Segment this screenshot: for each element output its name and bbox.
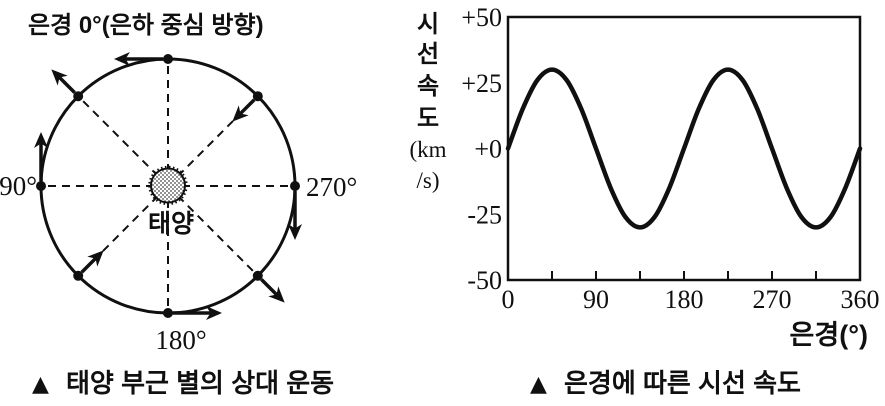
x-axis-title: 은경(°): [790, 320, 868, 350]
star-dot: [73, 270, 84, 281]
star-dot: [163, 308, 173, 318]
y-axis-title-line: 선: [417, 41, 439, 68]
x-tick-label: 270: [753, 285, 792, 314]
y-tick-label: +50: [461, 3, 502, 32]
y-axis-title-line: 속: [417, 73, 439, 100]
velocity-arrow: [80, 250, 104, 274]
velocity-arrow: [232, 98, 256, 122]
velocity-arrow: [260, 278, 285, 303]
longitude-180-label: 180°: [155, 325, 206, 355]
galactic-longitude-0-label: 은경 0°(은하 중심 방향): [28, 12, 264, 39]
y-axis-title-line: /s): [417, 168, 440, 193]
sun-ray-fringe: [148, 165, 188, 206]
y-axis-title-line: (km: [409, 137, 446, 162]
left-caption-triangle-icon: ▲: [32, 372, 49, 397]
star-dot: [73, 91, 84, 102]
x-tick-label: 180: [665, 285, 704, 314]
star-dot: [290, 181, 300, 191]
x-tick-label: 0: [502, 285, 515, 314]
sight-line: [167, 185, 259, 277]
star-dot: [252, 91, 263, 102]
radial-velocity-curve: [505, 67, 863, 230]
x-axis-tick-labels: 0 90 180 270 360: [502, 285, 880, 314]
right-caption: 은경에 따른 시선 속도: [564, 368, 801, 398]
left-caption: 태양 부근 별의 상대 운동: [66, 368, 334, 398]
y-tick-label: +25: [461, 69, 502, 98]
longitude-270-label: 270°: [306, 172, 357, 202]
longitude-90-label: 90°: [0, 171, 37, 201]
x-axis-ticks: [551, 271, 817, 280]
star-dot: [36, 181, 46, 191]
star-velocity-vectors: [34, 52, 302, 320]
sun-icon: [150, 167, 186, 204]
y-tick-label: -50: [467, 266, 502, 295]
line-of-sight-dashed-rays: [41, 59, 295, 313]
x-tick-label: 90: [583, 285, 609, 314]
sun-label: 태양: [148, 210, 194, 238]
right-caption-triangle-icon: ▲: [530, 372, 547, 397]
sun-relative-motion-diagram: 은경 0°(은하 중심 방향) 태양 90° 270° 180° ▲ 태양 부근…: [0, 12, 357, 398]
star-dot: [252, 270, 263, 281]
y-tick-label: +0: [474, 135, 502, 164]
sight-line: [77, 95, 169, 187]
y-tick-label: -25: [467, 200, 502, 229]
y-axis-tick-labels: +50 +25 +0 -25 -50: [461, 3, 502, 295]
y-axis-title-line: 시: [417, 11, 439, 38]
x-tick-label: 360: [841, 285, 880, 314]
star-dot: [163, 54, 173, 64]
velocity-arrow: [51, 69, 76, 94]
y-axis-title-line: 도: [417, 105, 439, 132]
